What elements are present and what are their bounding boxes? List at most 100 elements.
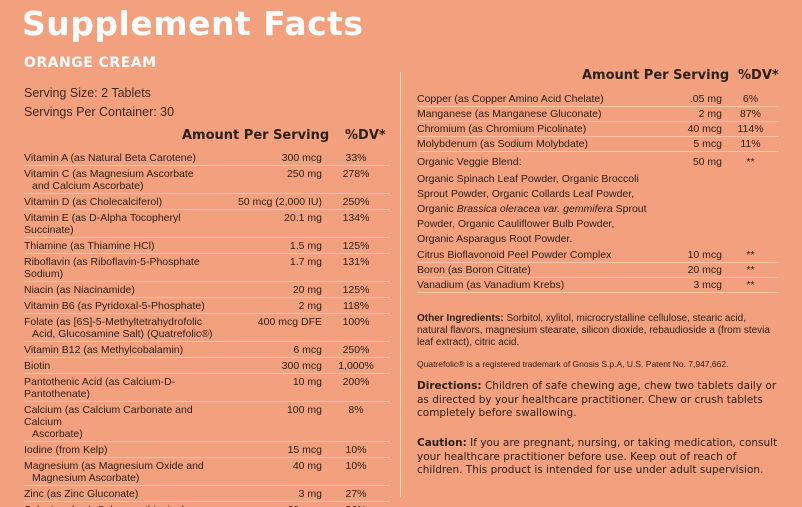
nutrient-dv: 11% <box>740 138 761 150</box>
nutrient-dv: 125% <box>342 240 370 252</box>
nutrient-dv: 200% <box>342 376 370 388</box>
nutrient-amount: 20 mcg <box>687 264 722 276</box>
directions: Directions: Children of safe chewing age… <box>417 380 779 421</box>
nutrient-dv: 118% <box>342 300 370 312</box>
nutrient-dv: 125% <box>342 284 370 296</box>
nutrient-amount: 2 mg <box>298 300 322 312</box>
other-ingredients-label: Other Ingredients: <box>417 313 504 324</box>
nutrient-name: Copper (as Copper Amino Acid Chelate) <box>417 93 604 105</box>
nutrient-dv: 27% <box>345 488 367 500</box>
nutrient-row: Chromium (as Chromium Picolinate) 40 mcg 1… <box>417 123 779 137</box>
nutrient-name: Zinc (as Zinc Gluconate) <box>24 488 139 500</box>
nutrient-name: Manganese (as Manganese Gluconate) <box>417 108 602 120</box>
nutrient-amount: 20 mcg <box>226 504 322 507</box>
left-nutrient-table: Vitamin A (as Natural Beta Carotene) 300 … <box>24 152 390 507</box>
servings-per-container: Servings Per Container: 30 <box>24 105 175 119</box>
caution-label: Caution: <box>417 437 467 449</box>
nutrient-dv: ** <box>746 249 755 261</box>
nutrient-dv: 131% <box>342 256 370 268</box>
nutrient-row: Vitamin A (as Natural Beta Carotene) 300 … <box>24 152 390 166</box>
nutrient-dv: ** <box>746 279 755 291</box>
nutrient-name: Niacin (as Niacinamide) <box>24 284 135 296</box>
nutrient-name: Vitamin E (as D-Alpha Tocopheryl Succina… <box>24 212 181 236</box>
nutrient-name: Vitamin C (as Magnesium Ascorbate and Cal… <box>24 168 194 192</box>
dv-header-right: %DV* <box>738 68 779 83</box>
blend-line: Organic Brassica oleracea var. gemmifera… <box>417 203 647 215</box>
nutrient-dv: 10% <box>345 460 367 472</box>
nutrient-name: Vitamin A (as Natural Beta Carotene) <box>24 152 196 164</box>
column-divider <box>400 72 401 497</box>
nutrient-row: Biotin 300 mcg 1,000% <box>24 360 390 374</box>
nutrient-dv: 100% <box>342 316 370 328</box>
nutrient-amount: .05 mg <box>689 93 722 105</box>
amount-header-left: Amount Per Serving <box>182 128 330 143</box>
nutrient-row: Pantothenic Acid (as Calcium-D-Pantothen… <box>24 376 390 402</box>
panel-title: Supplement Facts <box>22 4 364 43</box>
nutrient-amount: 20.1 mg <box>284 212 322 224</box>
nutrient-row: Vitamin E (as D-Alpha Tocopheryl Succina… <box>24 212 390 238</box>
nutrient-dv: ** <box>746 156 755 168</box>
nutrient-dv: 8% <box>348 404 364 416</box>
caution: Caution: If you are pregnant, nursing, o… <box>417 437 779 478</box>
nutrient-row: Calcium (as Calcium Carbonate and Calciu… <box>24 404 390 442</box>
nutrient-name: Magnesium (as Magnesium Oxide and Magnesi… <box>24 460 204 484</box>
nutrient-amount: 40 mg <box>292 460 322 472</box>
nutrient-amount: 1.5 mg <box>289 240 322 252</box>
nutrient-dv: 6% <box>742 93 759 105</box>
nutrient-amount: 20 mg <box>292 284 322 296</box>
nutrient-row: Manganese (as Manganese Gluconate) 2 mg 87… <box>417 108 779 122</box>
nutrient-amount: 15 mcg <box>287 444 322 456</box>
other-ingredients-text: Sorbitol, xylitol, microcrystalline cell… <box>417 313 770 348</box>
nutrient-name: Riboflavin (as Riboflavin-5-Phosphate So… <box>24 256 200 280</box>
nutrient-amount: 5 mcg <box>693 138 722 150</box>
nutrient-row: Vitamin B6 (as Pyridoxal-5-Phosphate) 2 m… <box>24 300 390 314</box>
nutrient-amount: 250 mg <box>286 168 322 180</box>
nutrient-row: Molybdenum (as Sodium Molybdate) 5 mcg 11% <box>417 138 779 152</box>
flavor-subtitle: ORANGE CREAM <box>24 55 157 71</box>
other-ingredients: Other Ingredients: Sorbitol, xylitol, mi… <box>417 313 779 349</box>
nutrient-name: Pantothenic Acid (as Calcium-D-Pantothen… <box>24 376 176 400</box>
nutrient-name: Vanadium (as Vanadium Krebs) <box>417 279 565 291</box>
nutrient-row: Niacin (as Niacinamide) 20 mg 125% <box>24 284 390 298</box>
nutrient-row: Vitamin C (as Magnesium Ascorbate and Cal… <box>24 168 390 194</box>
nutrient-dv: 134% <box>342 212 370 224</box>
nutrient-amount: 50 mcg (2,000 IU) <box>237 196 322 208</box>
nutrient-amount: 3 mcg <box>693 279 722 291</box>
nutrient-amount: 300 mcg <box>281 152 322 164</box>
veggie-blend-description: Organic Spinach Leaf Powder, Organic Bro… <box>417 172 647 247</box>
nutrient-amount: 10 mg <box>292 376 322 388</box>
nutrient-row: Selenium (as L-Selenomethionine)20 mcg36… <box>24 504 390 507</box>
nutrient-dv: 36% <box>322 504 390 507</box>
nutrient-amount: 3 mg <box>298 488 322 500</box>
nutrient-row: Thiamine (as Thiamine HCl) 1.5 mg 125% <box>24 240 390 254</box>
nutrient-name: Molybdenum (as Sodium Molybdate) <box>417 138 588 150</box>
nutrient-name: Citrus Bioflavonoid Peel Powder Complex <box>417 249 612 261</box>
serving-size: Serving Size: 2 Tablets <box>24 86 151 100</box>
nutrient-amount: 2 mg <box>698 108 722 120</box>
nutrient-name: Vitamin D (as Cholecalciferol) <box>24 196 163 208</box>
nutrient-amount: 1.7 mg <box>289 256 322 268</box>
nutrient-amount: 400 mcg DFE <box>257 316 322 328</box>
directions-text: Children of safe chewing age, chew two t… <box>417 380 777 419</box>
directions-label: Directions: <box>417 380 482 392</box>
blend-line: Organic Asparagus Root Powder. <box>417 233 573 245</box>
nutrient-dv: 250% <box>342 196 370 208</box>
nutrient-amount: 100 mg <box>286 404 322 416</box>
nutrient-name: Organic Veggie Blend: <box>417 156 522 168</box>
nutrient-row: Boron (as Boron Citrate) 20 mcg ** <box>417 264 779 278</box>
veggie-blend-row: Organic Veggie Blend: 50 mg ** <box>417 156 779 168</box>
nutrient-name: Chromium (as Chromium Picolinate) <box>417 123 587 135</box>
nutrient-amount: 6 mcg <box>293 344 322 356</box>
nutrient-name: Vitamin B6 (as Pyridoxal-5-Phosphate) <box>24 300 205 312</box>
nutrient-amount: 40 mcg <box>687 123 722 135</box>
nutrient-dv: 87% <box>739 108 761 120</box>
trademark-note: Quatrefolic® is a registered trademark o… <box>417 359 729 369</box>
blend-line: Organic Spinach Leaf Powder, Organic Bro… <box>417 173 639 185</box>
nutrient-name: Calcium (as Calcium Carbonate and Calciu… <box>24 404 193 440</box>
nutrient-row: Iodine (from Kelp) 15 mcg 10% <box>24 444 390 458</box>
blend-line: Sprout Powder, Organic Collards Leaf Pow… <box>417 188 635 200</box>
nutrient-row: Vitamin D (as Cholecalciferol) 50 mcg (2,… <box>24 196 390 210</box>
nutrient-row: Citrus Bioflavonoid Peel Powder Complex 1… <box>417 249 779 263</box>
blend-line: Powder, Organic Cauliflower Bulb Powder, <box>417 218 615 230</box>
nutrient-row: Vitamin B12 (as Methylcobalamin) 6 mcg 250… <box>24 344 390 358</box>
